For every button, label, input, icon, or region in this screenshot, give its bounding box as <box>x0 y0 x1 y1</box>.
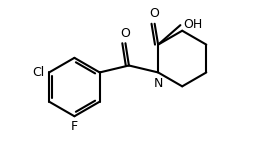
Text: N: N <box>153 77 163 90</box>
Text: OH: OH <box>183 18 202 31</box>
Text: O: O <box>149 7 159 20</box>
Text: O: O <box>121 27 130 40</box>
Text: F: F <box>71 120 78 133</box>
Text: Cl: Cl <box>33 66 45 79</box>
